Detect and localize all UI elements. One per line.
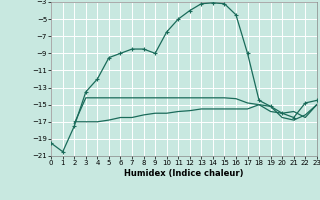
X-axis label: Humidex (Indice chaleur): Humidex (Indice chaleur) — [124, 169, 244, 178]
